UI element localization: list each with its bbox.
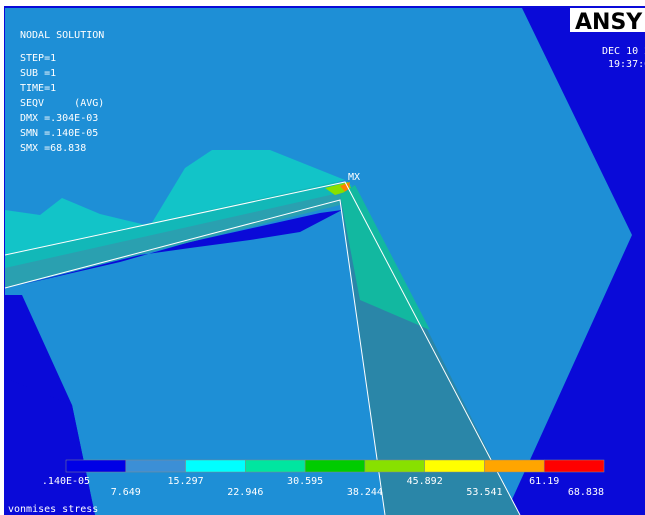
time: 19:37:0 <box>608 59 645 70</box>
legend-band <box>245 460 305 472</box>
footer: vonmises stress <box>8 504 98 515</box>
legend-label: 22.946 <box>227 487 263 498</box>
info-line: TIME=1 <box>20 83 56 94</box>
legend-band <box>66 460 126 472</box>
legend-label: 30.595 <box>287 476 323 487</box>
legend-band <box>186 460 246 472</box>
info-line: SMN =.140E-05 <box>20 128 98 139</box>
legend-label: 68.838 <box>568 487 604 498</box>
legend-label: 53.541 <box>466 487 502 498</box>
info-line: STEP=1 <box>20 53 56 64</box>
legend-label: 38.244 <box>347 487 383 498</box>
date: DEC 10 201 <box>602 46 645 57</box>
legend-label: 7.649 <box>111 487 141 498</box>
legend-band <box>126 460 186 472</box>
legend-band <box>544 460 604 472</box>
max-marker: MX <box>348 172 360 183</box>
legend-label: 61.19 <box>529 476 559 487</box>
legend-band <box>425 460 485 472</box>
info-line: DMX =.304E-03 <box>20 113 98 124</box>
ansys-view: ANSY DEC 10 201 19:37:0 NODAL SOLUTION M… <box>0 0 645 515</box>
legend-band <box>365 460 425 472</box>
info-line: SUB =1 <box>20 68 56 79</box>
title: NODAL SOLUTION <box>20 30 104 41</box>
legend-band <box>305 460 365 472</box>
legend-label: 45.892 <box>407 476 443 487</box>
logo: ANSY <box>575 10 643 35</box>
legend-label: 15.297 <box>167 476 203 487</box>
info-line: SEQV (AVG) <box>20 98 104 109</box>
legend-band <box>484 460 544 472</box>
legend-label: .140E-05 <box>42 476 90 487</box>
info-line: SMX =68.838 <box>20 143 86 154</box>
